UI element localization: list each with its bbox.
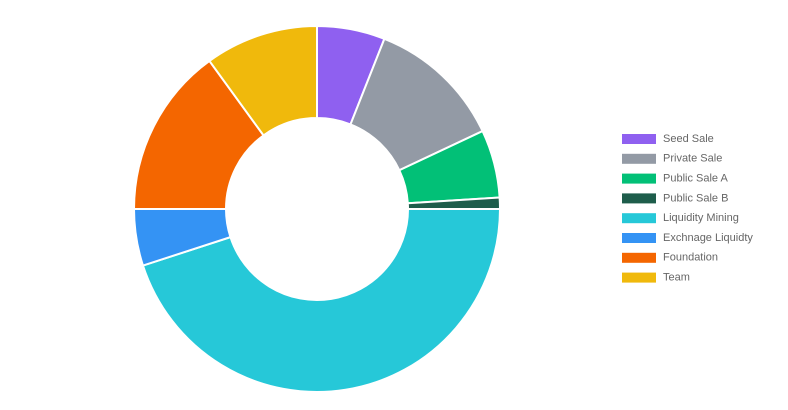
legend-swatch[interactable] bbox=[622, 233, 656, 243]
legend-swatch[interactable] bbox=[622, 193, 656, 204]
legend-label[interactable]: Exchnage Liquidty bbox=[663, 232, 753, 244]
legend-swatch[interactable] bbox=[622, 153, 656, 164]
legend-swatch[interactable] bbox=[622, 252, 656, 263]
legend-swatch[interactable] bbox=[622, 134, 656, 144]
legend-label[interactable]: Team bbox=[663, 272, 690, 284]
legend-label[interactable]: Private Sale bbox=[663, 153, 722, 165]
legend-label[interactable]: Liquidity Mining bbox=[663, 212, 739, 224]
legend-swatch[interactable] bbox=[622, 173, 656, 184]
doughnut-segment bbox=[141, 208, 502, 393]
doughnut-segment bbox=[132, 59, 265, 210]
legend-label[interactable]: Public Sale B bbox=[663, 192, 728, 204]
legend-label[interactable]: Seed Sale bbox=[663, 133, 714, 145]
legend-swatch[interactable] bbox=[622, 272, 656, 283]
legend-label[interactable]: Foundation bbox=[663, 252, 718, 264]
legend-label[interactable]: Public Sale A bbox=[663, 173, 728, 185]
legend-swatch[interactable] bbox=[622, 213, 656, 224]
doughnut-segment bbox=[208, 24, 318, 137]
